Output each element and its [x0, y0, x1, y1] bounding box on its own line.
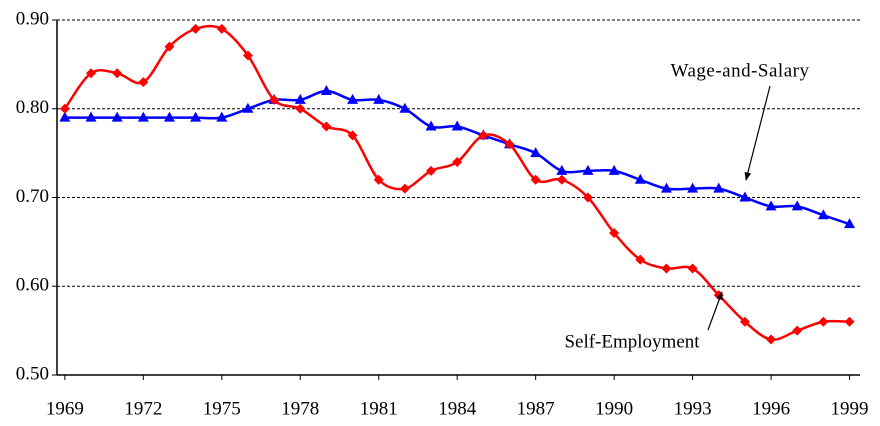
data-point	[320, 85, 332, 95]
data-point	[137, 111, 149, 122]
data-point	[660, 182, 672, 193]
x-tick-label: 1996	[752, 398, 790, 419]
data-point	[59, 103, 70, 114]
x-tick-label: 1999	[831, 398, 869, 419]
x-tick-label: 1987	[517, 398, 555, 419]
data-point	[399, 183, 410, 194]
data-point	[59, 111, 71, 122]
data-point	[582, 164, 594, 175]
data-point	[85, 111, 97, 122]
x-tick-label: 1978	[281, 398, 319, 419]
data-point	[556, 164, 568, 175]
data-point	[661, 263, 672, 274]
x-tick-label: 1975	[203, 398, 241, 419]
data-point	[216, 111, 228, 122]
data-point	[634, 173, 646, 184]
x-tick-label: 1969	[46, 398, 84, 419]
data-point	[556, 174, 567, 185]
data-point	[425, 120, 437, 131]
x-tick-label: 1993	[674, 398, 712, 419]
data-point	[242, 50, 253, 61]
data-point	[608, 164, 620, 175]
data-point	[791, 200, 803, 211]
data-point	[844, 218, 856, 229]
data-point	[582, 192, 593, 203]
data-point	[295, 103, 306, 114]
data-point	[163, 111, 175, 122]
data-point	[739, 191, 751, 202]
data-point	[687, 182, 699, 193]
data-point	[294, 93, 306, 104]
data-point	[530, 147, 542, 158]
data-point	[792, 325, 803, 336]
data-point	[86, 68, 97, 79]
data-point	[373, 174, 384, 185]
data-point	[817, 209, 829, 220]
annotation-arrow	[707, 291, 723, 331]
data-point	[765, 200, 777, 211]
data-point	[452, 157, 463, 167]
data-point	[164, 41, 175, 52]
data-point	[478, 130, 489, 141]
data-point	[269, 94, 280, 105]
data-point	[112, 68, 123, 79]
y-tick-label: 0.60	[16, 275, 49, 296]
data-point	[766, 334, 777, 345]
data-point	[609, 228, 620, 238]
data-point	[190, 111, 202, 122]
annotation-arrow	[744, 85, 771, 181]
y-tick-label: 0.70	[16, 186, 49, 207]
data-point	[373, 93, 385, 104]
data-point	[216, 23, 227, 34]
x-tick-label: 1972	[124, 398, 162, 419]
data-point	[190, 23, 201, 34]
y-tick-label: 0.80	[16, 97, 49, 118]
data-point	[242, 102, 254, 113]
data-point	[504, 139, 515, 150]
x-tick-label: 1990	[595, 398, 633, 419]
data-point	[347, 93, 359, 104]
data-point	[399, 102, 411, 113]
annotation: Wage-and-Salary	[671, 60, 810, 81]
y-tick-label: 0.90	[16, 8, 49, 29]
data-point	[138, 77, 149, 88]
x-tick-label: 1984	[438, 398, 477, 419]
data-point	[844, 316, 855, 327]
data-point	[635, 254, 646, 265]
data-point	[451, 120, 463, 131]
data-point	[739, 316, 750, 327]
data-point	[713, 182, 725, 193]
y-tick-label: 0.50	[16, 363, 49, 384]
data-point	[321, 121, 332, 132]
data-point	[687, 263, 698, 274]
data-point	[818, 316, 829, 327]
x-tick-label: 1981	[360, 398, 398, 419]
data-point	[426, 165, 437, 176]
data-point	[111, 111, 123, 122]
data-point	[347, 130, 358, 141]
data-point	[530, 174, 541, 185]
annotation: Self-Employment	[564, 331, 700, 352]
